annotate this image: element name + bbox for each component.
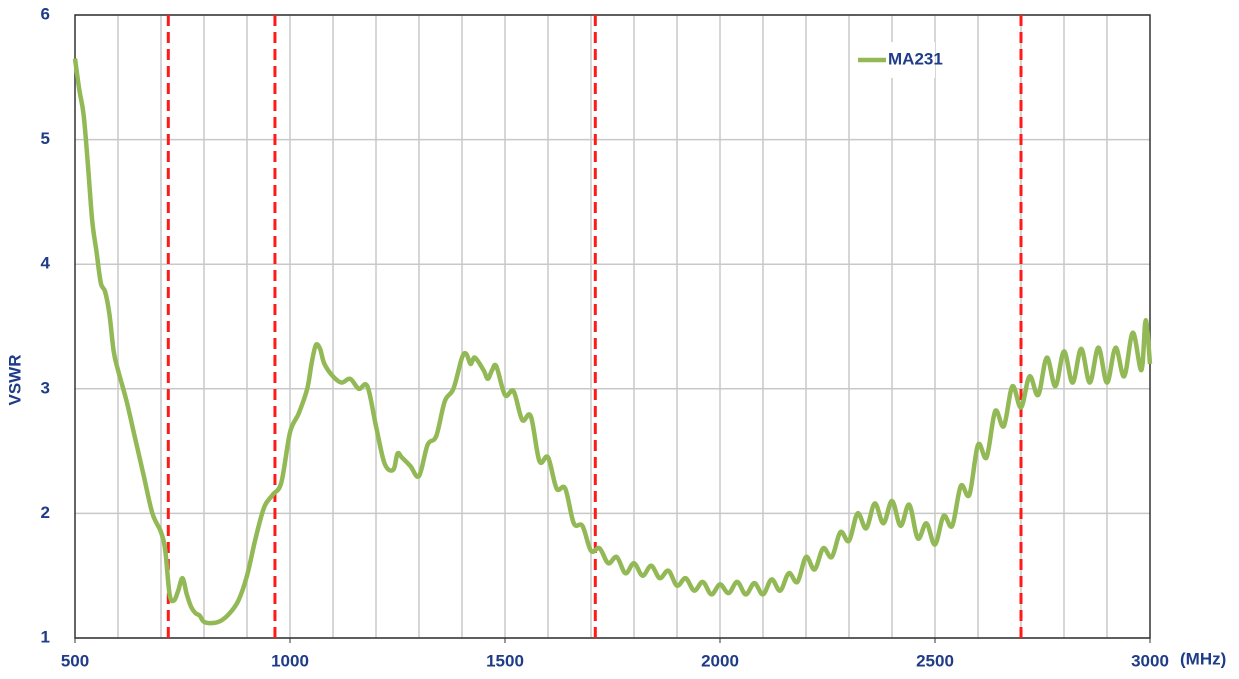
x-tick-label: 1500 (486, 651, 524, 670)
x-tick-label: 500 (61, 651, 89, 670)
y-tick-label: 1 (41, 627, 50, 646)
x-unit: (MHz) (1180, 649, 1226, 668)
x-tick-label: 3000 (1131, 651, 1169, 670)
x-tick-label: 2000 (701, 651, 739, 670)
legend-label: MA231 (888, 49, 943, 68)
y-tick-label: 2 (41, 503, 50, 522)
y-tick-label: 6 (41, 4, 50, 23)
x-tick-label: 1000 (271, 651, 309, 670)
y-tick-label: 4 (41, 254, 51, 273)
y-tick-label: 3 (41, 378, 50, 397)
y-tick-label: 5 (41, 129, 50, 148)
x-tick-label: 2500 (916, 651, 954, 670)
series-line (72, 58, 1153, 626)
y-axis-label: VSWR (5, 355, 24, 406)
plot-area (75, 15, 1150, 638)
plot-frame (74, 14, 1151, 639)
